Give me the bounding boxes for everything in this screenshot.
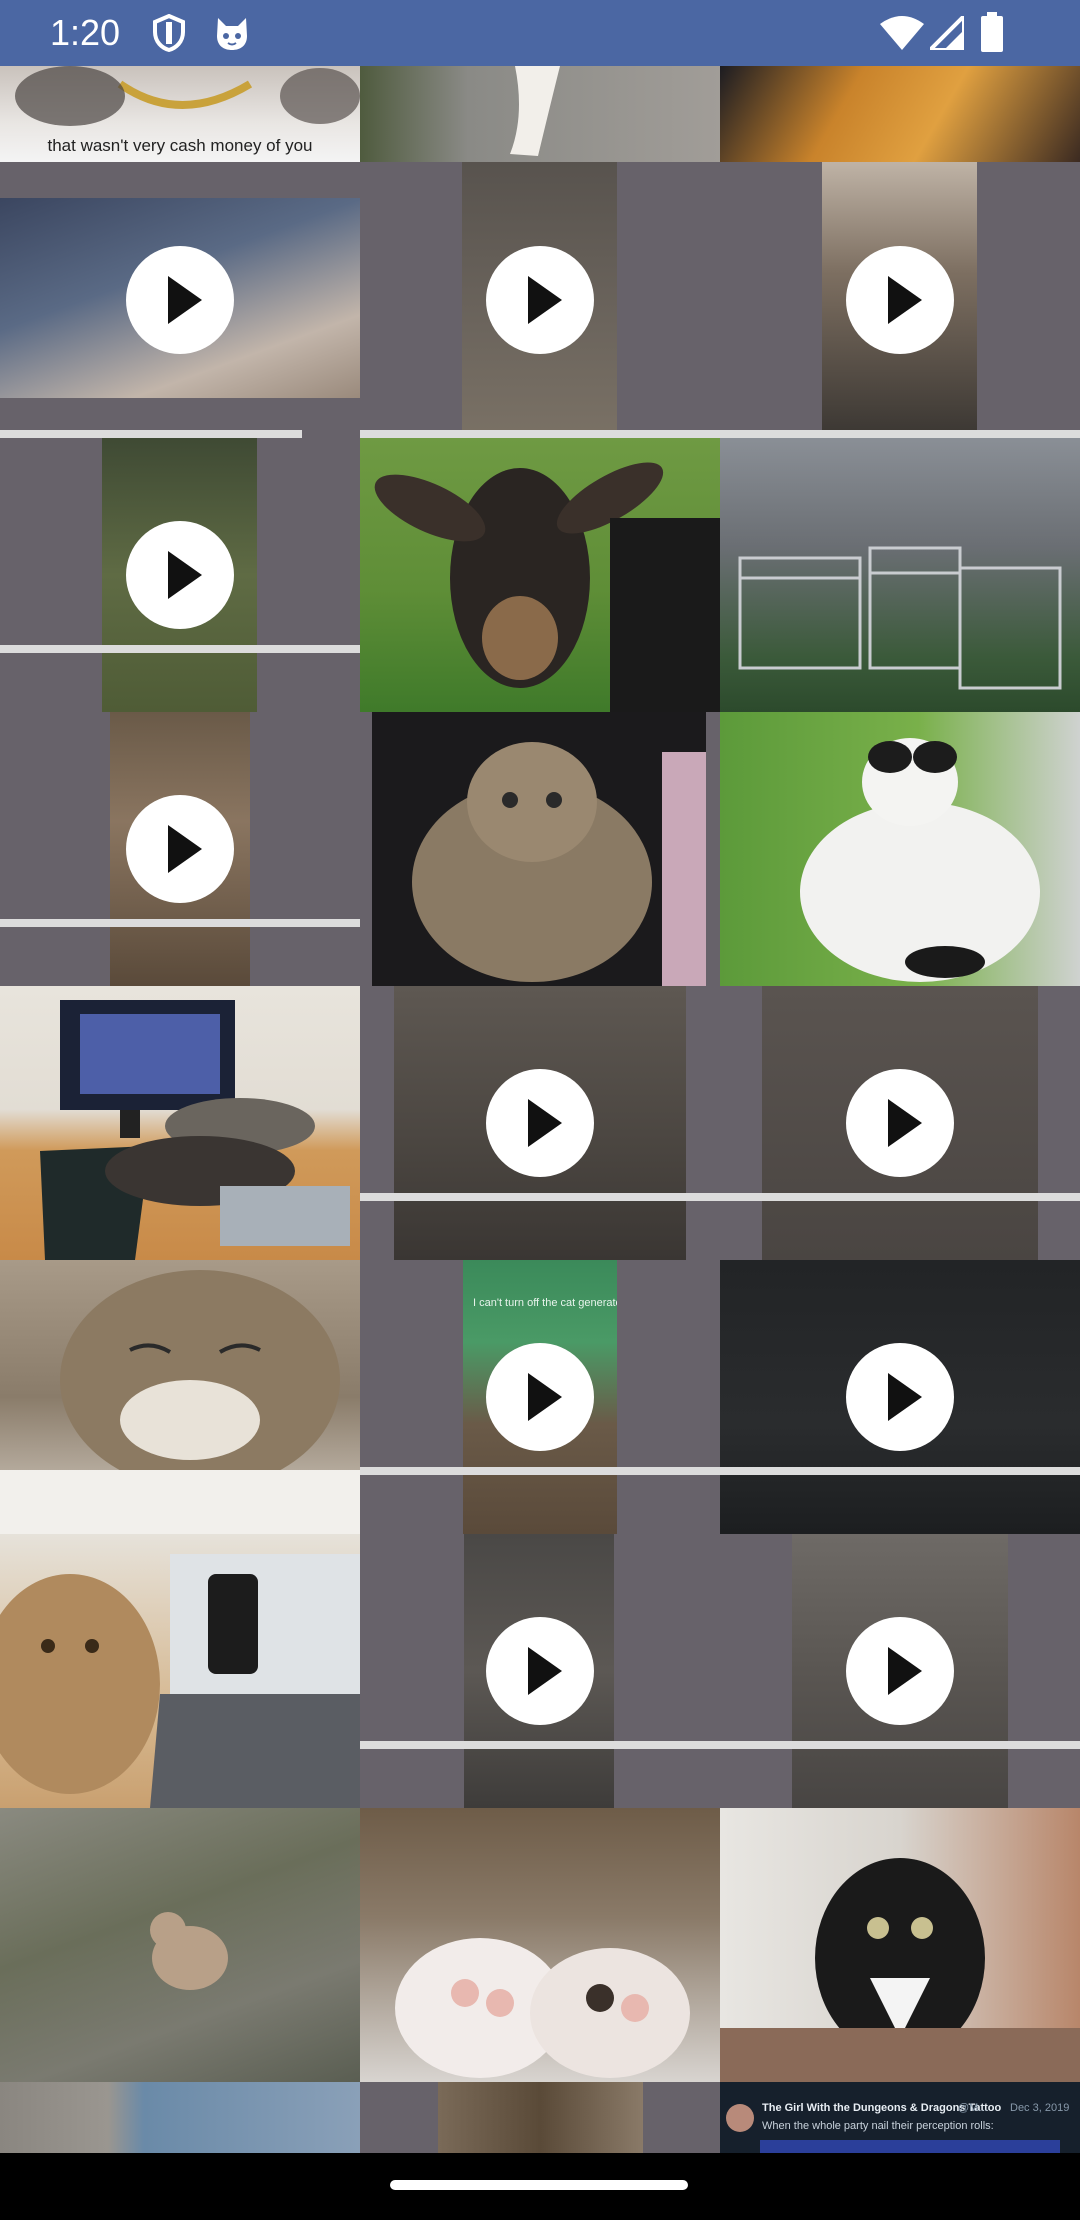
photo-cat-paws-closeup — [360, 1808, 720, 2082]
video-progress-bar — [360, 1193, 720, 1201]
photo-tree-trunk — [0, 2082, 360, 2153]
media-thumbnail[interactable] — [720, 1808, 1080, 2082]
play-icon[interactable] — [486, 1069, 594, 1177]
photo-wooden-stairs — [438, 2082, 643, 2153]
video-progress-bar — [0, 430, 303, 438]
status-time: 1:20 — [50, 12, 121, 53]
photo-cat-on-stone — [0, 1808, 360, 2082]
media-thumbnail[interactable]: that wasn't very cash money of you — [0, 66, 360, 162]
tweet-handle: @M... — [958, 2102, 988, 2114]
photo-white-cat-sitting — [720, 712, 1080, 986]
video-progress-bar — [720, 1741, 1080, 1749]
play-icon[interactable] — [126, 795, 234, 903]
photo-black-white-kitten — [720, 1808, 1080, 2082]
photo-cat-paws-on-pavement — [360, 66, 720, 162]
media-thumbnail[interactable] — [720, 66, 1080, 162]
photo-car-trunk-with-traps — [720, 438, 1080, 712]
media-thumbnail[interactable] — [360, 438, 720, 712]
media-thumbnail[interactable] — [360, 712, 720, 986]
battery-icon — [980, 12, 1004, 57]
video-progress-bar — [720, 1467, 1080, 1475]
signal-icon — [925, 11, 966, 55]
tweet-author: The Girl With the Dungeons & Dragons Tat… — [762, 2102, 1002, 2114]
meme-caption: that wasn't very cash money of you — [47, 136, 313, 155]
media-thumbnail[interactable] — [360, 66, 720, 162]
play-icon[interactable] — [846, 246, 954, 354]
media-thumbnail[interactable] — [360, 986, 720, 1260]
photo-goat-closeup — [360, 438, 720, 712]
photo-tweet-screenshot: The Girl With the Dungeons & Dragons Tat… — [720, 2082, 1080, 2153]
play-icon[interactable] — [126, 521, 234, 629]
media-thumbnail[interactable] — [720, 1260, 1080, 1534]
media-thumbnail[interactable] — [360, 2082, 720, 2153]
media-thumbnail[interactable] — [720, 438, 1080, 712]
play-icon[interactable] — [126, 246, 234, 354]
tweet-date: Dec 3, 2019 — [1010, 2102, 1070, 2114]
wifi-icon — [880, 16, 924, 55]
media-thumbnail[interactable] — [720, 1534, 1080, 1808]
photo-halloween-blanket — [720, 66, 1080, 162]
media-grid[interactable]: that wasn't very cash money of you — [0, 66, 1080, 2153]
media-thumbnail[interactable] — [0, 162, 360, 438]
shield-icon — [152, 13, 186, 57]
media-thumbnail[interactable] — [0, 712, 360, 986]
play-icon[interactable] — [846, 1343, 954, 1451]
media-thumbnail[interactable] — [0, 438, 360, 712]
media-thumbnail[interactable] — [0, 2082, 360, 2153]
home-gesture-handle[interactable] — [390, 2180, 688, 2190]
media-thumbnail[interactable] — [720, 162, 1080, 438]
tweet-media — [760, 2140, 1060, 2153]
tweet-text: When the whole party nail their percepti… — [762, 2120, 994, 2132]
photo-cats-on-desk — [0, 986, 360, 1260]
media-thumbnail[interactable] — [360, 1808, 720, 2082]
video-caption: I can't turn off the cat generator 😂😍 — [473, 1297, 617, 1309]
video-progress-bar — [720, 430, 1080, 438]
photo-cat-with-gold-chain: that wasn't very cash money of you — [0, 66, 360, 162]
media-thumbnail[interactable] — [360, 162, 720, 438]
media-thumbnail[interactable] — [720, 986, 1080, 1260]
play-icon[interactable] — [846, 1069, 954, 1177]
video-progress-bar — [720, 1193, 1080, 1201]
play-icon[interactable] — [846, 1617, 954, 1725]
media-thumbnail[interactable] — [0, 1260, 360, 1534]
media-thumbnail[interactable] — [360, 1534, 720, 1808]
video-progress-bar — [360, 430, 720, 438]
media-thumbnail[interactable]: I can't turn off the cat generator 😂😍 — [360, 1260, 720, 1534]
photo-calico-cat-laptop — [0, 1534, 360, 1808]
video-progress-bar — [360, 1741, 720, 1749]
media-thumbnail[interactable] — [720, 712, 1080, 986]
media-thumbnail[interactable]: The Girl With the Dungeons & Dragons Tat… — [720, 2082, 1080, 2153]
photo-tabby-cat-held — [372, 712, 706, 986]
media-thumbnail[interactable] — [0, 986, 360, 1260]
play-icon[interactable] — [486, 1617, 594, 1725]
media-thumbnail[interactable] — [0, 1808, 360, 2082]
navigation-bar — [0, 2153, 1080, 2220]
status-bar: 1:20 — [0, 0, 1080, 66]
cat-face-icon — [214, 14, 250, 57]
video-progress-bar — [0, 919, 360, 927]
tweet-avatar — [726, 2104, 754, 2132]
play-icon[interactable] — [486, 1343, 594, 1451]
photo-tabby-cat-squint — [0, 1260, 360, 1534]
play-icon[interactable] — [486, 246, 594, 354]
video-progress-bar — [360, 1467, 720, 1475]
video-progress-bar — [0, 645, 360, 653]
media-thumbnail[interactable] — [0, 1534, 360, 1808]
